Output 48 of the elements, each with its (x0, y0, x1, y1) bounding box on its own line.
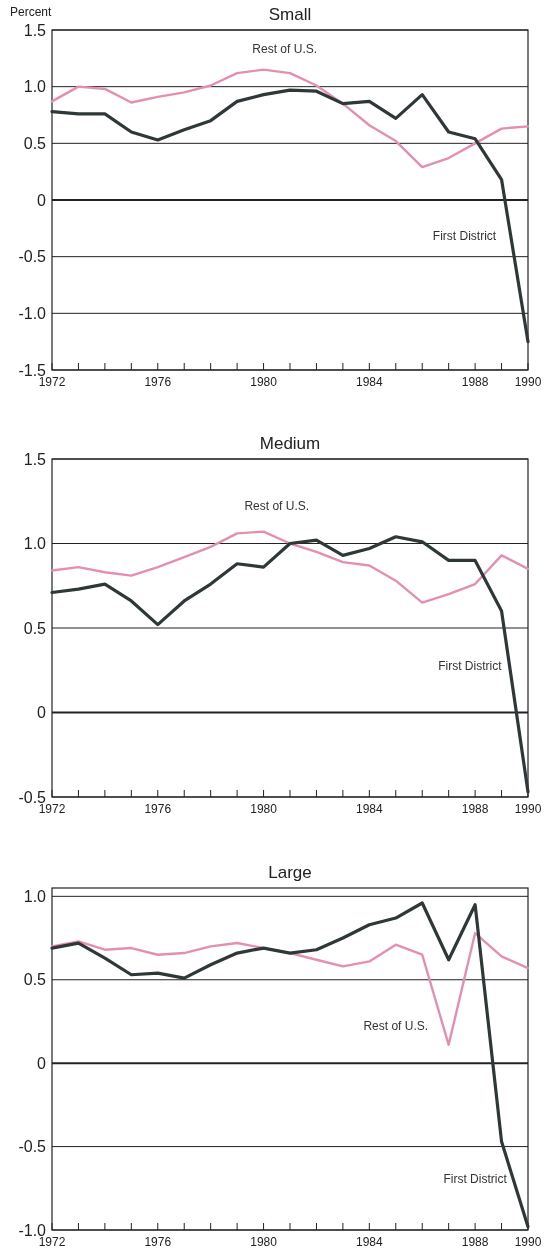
y-tick-label: 0.5 (23, 971, 47, 989)
x-tick-label: 1984 (355, 1235, 383, 1249)
line-series (50, 68, 530, 169)
x-tick-label: 1984 (355, 375, 383, 389)
line-series (50, 530, 530, 604)
x-tick-label: 1988 (461, 802, 489, 816)
x-tick-label: 1972 (38, 802, 66, 816)
x-tick-label: 1980 (250, 1235, 278, 1249)
y-tick-label: 0 (37, 1054, 47, 1072)
x-tick-label: 1984 (355, 802, 383, 816)
x-tick-label: 1990 (514, 375, 542, 389)
y-tick-label: -0.5 (18, 248, 47, 266)
y-tick-label: -1.0 (18, 304, 47, 322)
x-tick-label: 1990 (514, 1235, 542, 1249)
x-tick-label: 1976 (144, 802, 172, 816)
x-tick-label: 1980 (250, 375, 278, 389)
y-tick-label: 0.5 (23, 134, 47, 152)
series-label: Rest of U.S. (363, 1018, 429, 1033)
line-series (50, 901, 530, 1229)
x-tick-label: 1980 (250, 802, 278, 816)
series-label: Rest of U.S. (244, 498, 310, 513)
y-tick-label: 1.0 (23, 887, 47, 905)
x-tick-label: 1976 (144, 375, 172, 389)
chart-title: Small (268, 5, 312, 24)
line-series (50, 931, 530, 1047)
x-tick-label: 1976 (144, 1235, 172, 1249)
series-label: First District (443, 1172, 508, 1187)
series-label: Rest of U.S. (252, 41, 318, 56)
line-series (50, 88, 530, 344)
x-tick-label: 1972 (38, 1235, 66, 1249)
y-tick-label: 1.0 (23, 78, 47, 96)
line-series (50, 535, 530, 794)
series-label: First District (432, 228, 497, 243)
x-tick-label: 1988 (461, 375, 489, 389)
y-tick-label: 1.0 (23, 535, 47, 553)
y-tick-label: 0.5 (23, 619, 47, 637)
chart-title: Large (268, 863, 312, 882)
y-tick-label: 0 (37, 704, 47, 722)
x-tick-label: 1988 (461, 1235, 489, 1249)
y-tick-label: 0 (37, 191, 47, 209)
y-tick-label: 1.5 (23, 450, 47, 468)
chart-title: Medium (259, 434, 321, 453)
series-label: First District (438, 659, 503, 674)
y-tick-label: 1.5 (23, 21, 47, 39)
x-tick-label: 1990 (514, 802, 542, 816)
y-axis-title: Percent (10, 5, 53, 19)
x-tick-label: 1972 (38, 375, 66, 389)
y-tick-label: -0.5 (18, 1138, 47, 1156)
